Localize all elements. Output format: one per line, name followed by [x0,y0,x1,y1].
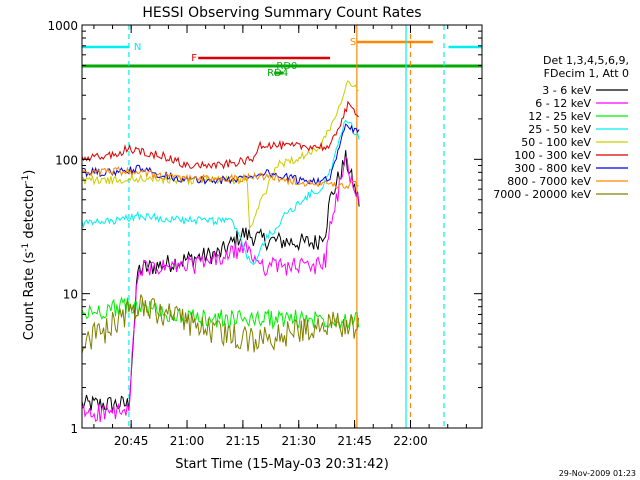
legend-label-4: 50 - 100 keV [521,136,591,149]
y-tick-label-1: 10 [63,288,78,302]
series-line-25-50-kev [82,119,360,266]
legend-label-8: 7000 - 20000 keV [493,188,591,201]
flag-label-rd4: RD4 [267,68,288,79]
legend-header-decimation: FDecim 1, Att 0 [544,67,629,80]
legend-label-3: 25 - 50 keV [528,123,591,136]
footer-date: 29-Nov-2009 01:23 [559,469,636,478]
x-axis-label: Start Time (15-May-03 20:31:42) [175,457,389,472]
y-axis-label-sup1: -1 [21,243,31,252]
x-tick-label-2: 21:15 [226,434,261,448]
y-axis-label-end: ) [22,170,37,175]
x-tick-label-1: 21:00 [170,434,205,448]
y-axis-label-main: Count Rate (s [22,252,37,341]
series-line-12-25-kev [82,296,360,330]
legend-label-7: 800 - 7000 keV [507,175,591,188]
plot-frame [81,24,483,429]
series-line-800-7000-kev [82,166,359,190]
y-tick-label-2: 100 [55,153,78,167]
flag-label-f: F [191,53,197,64]
series-line-6-12-kev [82,155,360,423]
legend: Det 1,3,4,5,6,9, FDecim 1, Att 0 3 - 6 k… [493,54,629,201]
x-tick-label-0: 20:45 [114,434,149,448]
series-line-300-800-kev [82,123,360,186]
legend-label-6: 300 - 800 keV [514,162,591,175]
legend-header-detectors: Det 1,3,4,5,6,9, [543,54,629,67]
legend-label-1: 6 - 12 keV [535,97,591,110]
x-axis-ticks: 20:45 21:00 21:15 21:30 21:45 22:00 [93,25,467,448]
flag-label-rd0: RD0 [276,61,297,72]
legend-label-0: 3 - 6 keV [542,84,591,97]
x-tick-label-4: 21:45 [337,434,372,448]
y-axis-label-mid: detector [22,183,37,243]
y-axis-ticks: 1 10 100 1000 [47,19,482,436]
x-tick-label-3: 21:30 [281,434,316,448]
series-line-3-6-kev [82,150,360,412]
series-line-50-100-kev [82,79,359,230]
series-line-7000-20000-kev [82,294,360,354]
legend-label-5: 100 - 300 keV [514,149,591,162]
series-line-100-300-kev [82,100,359,170]
y-axis-label: Count Rate (s-1 detector-1) [21,170,37,341]
x-tick-label-5: 22:00 [393,434,428,448]
chart-title: HESSI Observing Summary Count Rates [142,5,421,21]
plot-border [81,24,483,429]
flag-label-s: S [350,37,356,48]
legend-label-2: 12 - 25 keV [528,110,591,123]
y-tick-label-3: 1000 [47,19,78,33]
event-lines [128,25,445,428]
series-layer [82,79,360,423]
flag-label-n: N [134,42,141,53]
y-tick-label-0: 1 [70,422,78,436]
y-axis-label-sup2: -1 [21,175,31,184]
